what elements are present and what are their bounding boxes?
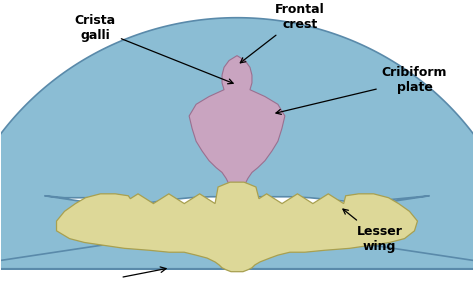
Polygon shape [189, 56, 285, 192]
Text: Cribiform
plate: Cribiform plate [276, 66, 447, 114]
Polygon shape [0, 18, 474, 269]
Polygon shape [56, 182, 418, 272]
Text: Frontal
crest: Frontal crest [240, 3, 325, 63]
Text: Lesser
wing: Lesser wing [343, 209, 402, 253]
Text: Crista
galli: Crista galli [75, 14, 233, 84]
